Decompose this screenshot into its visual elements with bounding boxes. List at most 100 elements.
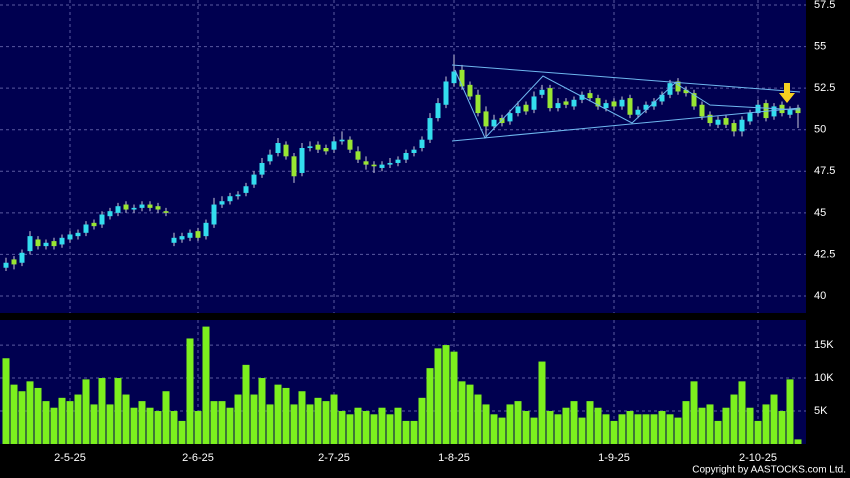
volume-bar xyxy=(226,407,234,444)
volume-bar xyxy=(538,361,546,444)
volume-bar xyxy=(138,401,146,444)
candle-body xyxy=(227,196,233,202)
x-tick-label: 2-5-25 xyxy=(54,452,86,464)
volume-bar xyxy=(98,378,106,444)
candle-body xyxy=(531,96,537,110)
candle-body xyxy=(99,214,105,225)
candle-body xyxy=(91,222,97,227)
volume-bar xyxy=(26,381,34,444)
candle-body xyxy=(307,146,313,149)
volume-bar xyxy=(266,404,274,444)
volume-bar xyxy=(314,397,322,444)
y-tick-label: 50 xyxy=(814,124,826,136)
volume-bar xyxy=(530,417,538,444)
volume-bar xyxy=(74,394,82,444)
candle-body xyxy=(443,81,449,105)
volume-bar xyxy=(466,384,474,444)
volume-bar xyxy=(586,401,594,444)
volume-bar xyxy=(658,411,666,444)
candle-body xyxy=(635,109,641,115)
candle-body xyxy=(747,113,753,122)
y-tick-label: 55 xyxy=(814,40,826,52)
candle-body xyxy=(643,104,649,110)
volume-bar xyxy=(338,411,346,444)
volume-bar xyxy=(778,411,786,444)
y-tick-label: 42.5 xyxy=(814,248,835,260)
y2-tick-label: 5K xyxy=(814,405,828,417)
volume-bar xyxy=(50,407,58,444)
volume-bar xyxy=(426,368,434,444)
y-tick-label: 45 xyxy=(814,207,826,219)
volume-bar xyxy=(106,404,114,444)
candle-body xyxy=(763,103,769,119)
candle-body xyxy=(723,118,729,125)
candle-body xyxy=(267,154,273,162)
volume-bar xyxy=(634,414,642,444)
candle-body xyxy=(299,148,305,173)
candle-body xyxy=(595,98,601,107)
volume-bar xyxy=(346,414,354,444)
candle-body xyxy=(235,194,241,197)
trend-line xyxy=(451,64,801,93)
candle-body xyxy=(331,141,337,150)
volume-bar xyxy=(370,414,378,444)
candle-body xyxy=(571,99,577,107)
x-tick-label: 1-9-25 xyxy=(598,452,630,464)
volume-bar xyxy=(746,407,754,444)
y-tick-label: 40 xyxy=(814,290,826,302)
candle-body xyxy=(323,148,329,152)
volume-bar xyxy=(258,378,266,444)
volume-bar xyxy=(706,404,714,444)
candle-body xyxy=(59,237,65,245)
candle-body xyxy=(19,252,25,263)
candle-body xyxy=(395,159,401,163)
volume-bar xyxy=(666,414,674,444)
candle-body xyxy=(211,204,217,225)
volume-bar xyxy=(354,407,362,444)
candle-body xyxy=(371,164,377,167)
candle-body xyxy=(611,101,617,107)
volume-bar xyxy=(394,407,402,444)
candle-body xyxy=(539,89,545,95)
candle-body xyxy=(523,104,529,112)
volume-bar xyxy=(402,420,410,444)
candle-body xyxy=(627,98,633,115)
volume-bar xyxy=(450,351,458,444)
volume-bar xyxy=(578,417,586,444)
candle-body xyxy=(107,211,113,217)
volume-bar xyxy=(674,417,682,444)
candle-body xyxy=(587,93,593,99)
candle-body xyxy=(11,259,17,265)
candle-body xyxy=(355,151,361,160)
volume-bar xyxy=(690,381,698,444)
volume-bar xyxy=(546,411,554,444)
volume-bar xyxy=(554,414,562,444)
candle-body xyxy=(171,237,177,243)
candle-body xyxy=(187,232,193,238)
volume-bar xyxy=(770,394,778,444)
volume-bar xyxy=(2,358,10,444)
volume-bar xyxy=(378,407,386,444)
candle-body xyxy=(483,111,489,127)
trend-zigzag xyxy=(454,69,801,139)
candle-body xyxy=(139,204,145,208)
candle-body xyxy=(659,94,665,102)
candle-body xyxy=(259,162,265,175)
candle-body xyxy=(667,83,673,95)
volume-bar xyxy=(298,391,306,444)
candle-body xyxy=(459,69,465,87)
candle-body xyxy=(563,101,569,105)
candle-body xyxy=(35,239,41,247)
candle-body xyxy=(275,143,281,153)
volume-bar xyxy=(562,407,570,444)
volume-bar xyxy=(506,404,514,444)
candle-body xyxy=(795,108,801,114)
candle-body xyxy=(347,139,353,150)
volume-bar xyxy=(330,394,338,444)
volume-bar xyxy=(290,404,298,444)
volume-bar xyxy=(210,401,218,444)
volume-bar xyxy=(66,401,74,444)
volume-bar xyxy=(362,411,370,444)
candle-body xyxy=(491,119,497,127)
trend-line xyxy=(451,107,801,142)
